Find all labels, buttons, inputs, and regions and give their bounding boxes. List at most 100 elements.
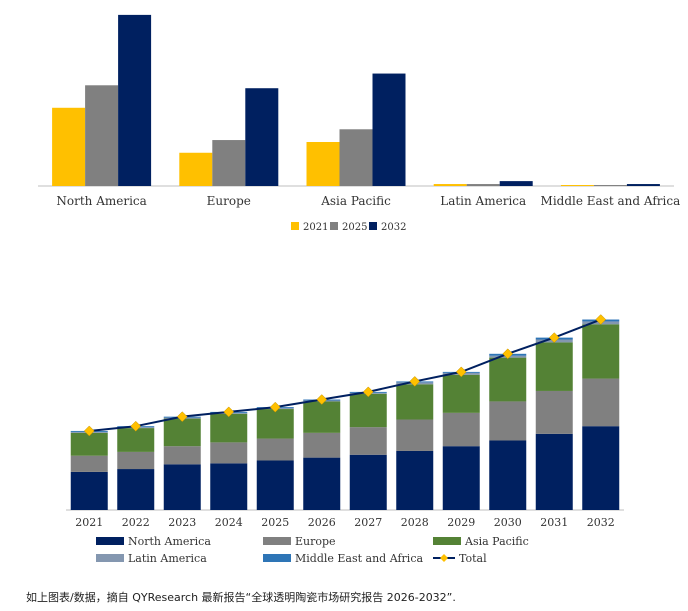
bar-2027-north-america bbox=[349, 454, 387, 510]
bar-2022-north-america bbox=[117, 469, 155, 510]
total-marker-2025 bbox=[269, 401, 281, 413]
bar-latin-america-2025 bbox=[466, 184, 500, 186]
total-marker-2022 bbox=[130, 420, 142, 432]
year-label: 2026 bbox=[308, 516, 336, 529]
legend-swatch-2021 bbox=[291, 222, 299, 230]
bar-2032-europe bbox=[582, 378, 620, 427]
bar-europe-2025 bbox=[212, 140, 246, 186]
category-label: Asia Pacific bbox=[320, 194, 391, 208]
total-marker-2030 bbox=[502, 348, 514, 360]
bar-2026-europe bbox=[303, 432, 341, 458]
category-label: Middle East and Africa bbox=[541, 194, 681, 208]
legend-label: Latin America bbox=[128, 552, 207, 565]
bar-2023-asia-pacific bbox=[163, 418, 201, 447]
bar-asia-pacific-2032 bbox=[372, 73, 406, 186]
category-label: Europe bbox=[207, 194, 251, 208]
bar-north-america-2025 bbox=[85, 85, 119, 186]
legend-marker-total bbox=[440, 554, 448, 562]
total-marker-2026 bbox=[316, 394, 328, 405]
year-label: 2030 bbox=[494, 516, 522, 529]
legend-label: 2021 bbox=[303, 222, 328, 233]
bar-2032-asia-pacific bbox=[582, 324, 620, 379]
year-label: 2031 bbox=[540, 516, 568, 529]
bar-middle-east-and-africa-2021 bbox=[560, 185, 594, 186]
category-label: Latin America bbox=[440, 194, 526, 208]
year-label: 2032 bbox=[587, 516, 615, 529]
total-marker-2031 bbox=[548, 332, 560, 343]
bar-latin-america-2021 bbox=[433, 184, 467, 186]
bar-europe-2021 bbox=[179, 152, 213, 186]
bar-2022-asia-pacific bbox=[117, 428, 155, 452]
year-label: 2022 bbox=[122, 516, 150, 529]
total-marker-2021 bbox=[83, 425, 95, 437]
bar-2024-europe bbox=[210, 442, 248, 464]
bar-2021-europe bbox=[70, 455, 108, 472]
legend-swatch-2032 bbox=[369, 222, 377, 230]
year-label: 2028 bbox=[401, 516, 429, 529]
bar-2028-north-america bbox=[396, 450, 434, 510]
legend-swatch-middle-east-and-africa bbox=[263, 554, 291, 562]
legend-label: Europe bbox=[295, 535, 336, 548]
bar-2030-north-america bbox=[489, 440, 527, 510]
bar-2023-north-america bbox=[163, 464, 201, 510]
legend-label: North America bbox=[128, 535, 211, 548]
bar-2027-asia-pacific bbox=[349, 393, 387, 428]
bar-2024-asia-pacific bbox=[210, 413, 248, 443]
legend-label: Asia Pacific bbox=[464, 535, 529, 548]
bar-2021-north-america bbox=[70, 471, 108, 510]
bar-north-america-2032 bbox=[118, 14, 152, 187]
total-marker-2023 bbox=[176, 411, 188, 423]
bar-2028-asia-pacific bbox=[396, 384, 434, 420]
year-label: 2027 bbox=[354, 516, 382, 529]
bar-2031-north-america bbox=[535, 433, 573, 510]
bar-asia-pacific-2025 bbox=[339, 129, 373, 186]
bar-2030-asia-pacific bbox=[489, 357, 527, 402]
total-marker-2029 bbox=[455, 366, 467, 378]
bar-2028-europe bbox=[396, 419, 434, 451]
bar-2027-europe bbox=[349, 427, 387, 455]
bar-latin-america-2032 bbox=[499, 181, 533, 186]
bar-2029-north-america bbox=[442, 446, 480, 510]
legend-label: Total bbox=[459, 552, 487, 565]
bar-2030-europe bbox=[489, 401, 527, 441]
legend-swatch-asia-pacific bbox=[433, 537, 461, 545]
source-caption: 如上图表/数据，摘自 QYResearch 最新报告“全球透明陶瓷市场研究报告 … bbox=[26, 591, 456, 604]
legend-swatch-europe bbox=[263, 537, 291, 545]
bar-2023-europe bbox=[163, 446, 201, 465]
bar-middle-east-and-africa-2032 bbox=[626, 184, 660, 186]
year-label: 2025 bbox=[261, 516, 289, 529]
legend-swatch-north-america bbox=[96, 537, 124, 545]
bar-middle-east-and-africa-2025 bbox=[593, 185, 627, 186]
regional-bar-chart: North America Europe Asia Pacific Latin Ame… bbox=[38, 14, 681, 233]
year-label: 2023 bbox=[168, 516, 196, 529]
total-line bbox=[89, 318, 602, 432]
total-marker-2032 bbox=[595, 314, 607, 325]
bar-2029-asia-pacific bbox=[442, 374, 480, 413]
stacked-trend-chart: 2021 2022 2023 2024 2025 2026 2027 2028 2029 2030… bbox=[66, 314, 624, 565]
bar-asia-pacific-2021 bbox=[306, 142, 340, 186]
bar-2032-north-america bbox=[582, 426, 620, 510]
bar-2024-north-america bbox=[210, 463, 248, 510]
bar-2031-asia-pacific bbox=[535, 342, 573, 391]
bar-europe-2032 bbox=[245, 88, 279, 186]
total-marker-2024 bbox=[223, 406, 235, 418]
bar-2025-north-america bbox=[256, 460, 294, 510]
total-marker-2028 bbox=[409, 376, 421, 387]
legend-label: 2025 bbox=[342, 222, 367, 233]
bar-2026-north-america bbox=[303, 457, 341, 510]
bar-2031-europe bbox=[535, 390, 573, 434]
bar-2025-asia-pacific bbox=[256, 409, 294, 439]
year-label: 2029 bbox=[447, 516, 475, 529]
bar-2021-asia-pacific bbox=[70, 432, 108, 456]
bar-2025-europe bbox=[256, 438, 294, 461]
bar-2029-europe bbox=[442, 412, 480, 447]
category-label: North America bbox=[56, 194, 146, 208]
year-label: 2024 bbox=[215, 516, 243, 529]
legend-swatch-latin-america bbox=[96, 554, 124, 562]
legend-label: 2032 bbox=[381, 222, 406, 233]
bar-2022-europe bbox=[117, 451, 155, 470]
bar-2026-asia-pacific bbox=[303, 401, 341, 433]
legend-swatch-2025 bbox=[330, 222, 338, 230]
bar-north-america-2021 bbox=[52, 107, 86, 186]
legend-label: Middle East and Africa bbox=[295, 552, 423, 565]
